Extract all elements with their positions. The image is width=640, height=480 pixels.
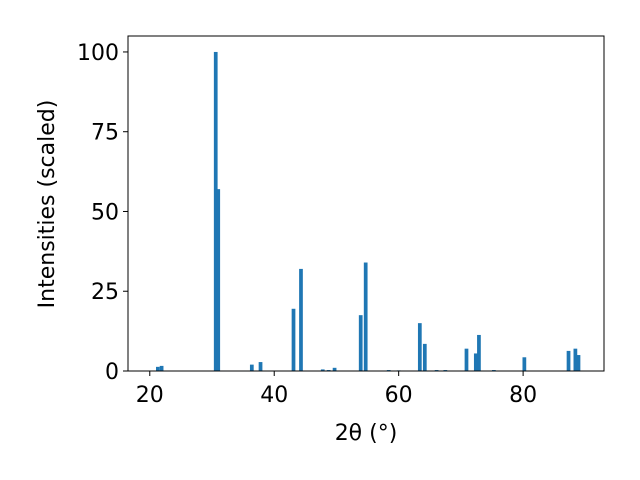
bar <box>358 315 363 371</box>
bar <box>299 268 303 371</box>
bar <box>422 343 427 371</box>
bar <box>464 348 469 371</box>
bar <box>473 353 478 371</box>
bar <box>417 323 422 371</box>
bar <box>477 334 481 371</box>
bar <box>258 362 263 371</box>
y-tick-label: 50 <box>91 200 119 225</box>
bar <box>522 357 527 371</box>
x-axis-label: 2θ (°) <box>335 421 398 446</box>
bar <box>576 355 581 371</box>
bar <box>159 365 164 371</box>
bar <box>213 51 218 371</box>
bar <box>573 348 578 371</box>
x-tick-label: 80 <box>509 383 537 408</box>
bar <box>216 189 221 371</box>
bar <box>156 366 160 371</box>
bar <box>291 308 296 371</box>
plot-frame <box>127 35 605 372</box>
x-tick-label: 60 <box>385 383 413 408</box>
y-tick-label: 0 <box>105 360 119 385</box>
x-tick-label: 40 <box>260 383 288 408</box>
bar <box>566 350 571 371</box>
x-tick-label: 20 <box>136 383 164 408</box>
bar <box>332 367 337 371</box>
y-tick-label: 25 <box>91 280 119 305</box>
bar <box>363 262 368 371</box>
bar <box>320 369 325 371</box>
y-tick-label: 100 <box>77 41 119 66</box>
y-axis-label: Intensities (scaled) <box>35 100 60 309</box>
y-tick-label: 75 <box>91 121 119 146</box>
bar <box>249 364 254 371</box>
